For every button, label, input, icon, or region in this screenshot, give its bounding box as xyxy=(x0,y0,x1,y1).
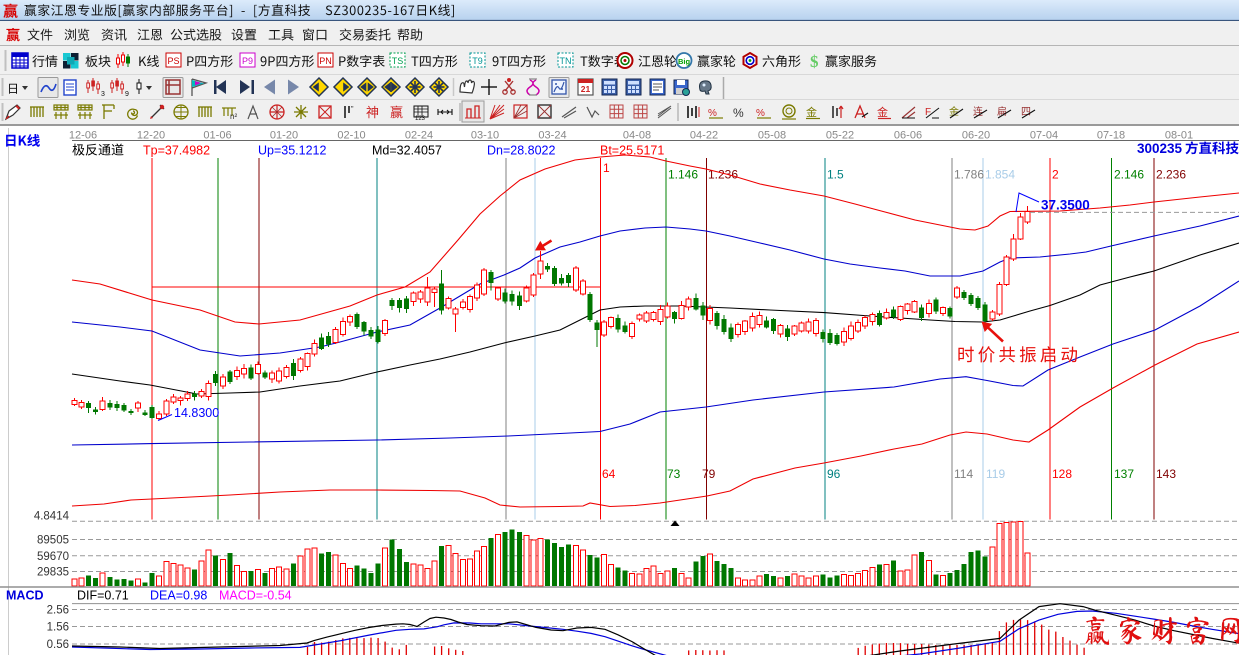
svg-text:1.56: 1.56 xyxy=(47,622,69,634)
svg-text:1.146: 1.146 xyxy=(668,168,698,182)
svg-text:神: 神 xyxy=(366,105,379,120)
svg-text:59670: 59670 xyxy=(37,551,69,563)
svg-text:TS: TS xyxy=(392,56,404,66)
svg-text:扁: 扁 xyxy=(997,105,1007,118)
svg-text:08-01: 08-01 xyxy=(1165,130,1193,142)
svg-text:12-20: 12-20 xyxy=(137,130,165,142)
svg-text:02-10: 02-10 xyxy=(337,130,365,142)
svg-text:Up=35.1212: Up=35.1212 xyxy=(258,144,327,158)
svg-text:PS: PS xyxy=(167,56,179,66)
svg-text:05-22: 05-22 xyxy=(826,130,854,142)
svg-text:DIF=0.71: DIF=0.71 xyxy=(77,589,129,603)
svg-text:14.8300: 14.8300 xyxy=(174,406,219,420)
svg-text:": " xyxy=(351,106,354,113)
svg-text:1.5: 1.5 xyxy=(827,168,844,182)
svg-text:2: 2 xyxy=(1052,168,1059,182)
svg-text:4.8414: 4.8414 xyxy=(34,511,70,523)
svg-text:TN: TN xyxy=(560,56,572,66)
svg-text:01-20: 01-20 xyxy=(270,130,298,142)
svg-text:1.236: 1.236 xyxy=(708,168,738,182)
svg-text:143: 143 xyxy=(1156,467,1176,481)
svg-text:114: 114 xyxy=(954,467,973,481)
svg-text:1.786: 1.786 xyxy=(954,168,984,182)
svg-text:73: 73 xyxy=(667,467,681,481)
svg-text:3: 3 xyxy=(101,91,105,98)
svg-text:96: 96 xyxy=(827,467,841,481)
svg-text:2.236: 2.236 xyxy=(1156,168,1186,182)
svg-text:赢: 赢 xyxy=(390,105,403,120)
svg-text:0.56: 0.56 xyxy=(47,639,69,651)
svg-text:06-06: 06-06 xyxy=(894,130,922,142)
svg-text:Md=32.4057: Md=32.4057 xyxy=(372,144,442,158)
svg-text:02-24: 02-24 xyxy=(405,130,433,142)
svg-text:MACD=-0.54: MACD=-0.54 xyxy=(219,589,292,603)
svg-text:9: 9 xyxy=(125,91,129,98)
svg-text:%: % xyxy=(733,106,744,120)
svg-text:T9: T9 xyxy=(472,56,483,66)
svg-text:21: 21 xyxy=(581,84,591,94)
svg-text:89505: 89505 xyxy=(37,535,69,547)
svg-text:300235: 300235 xyxy=(1137,141,1183,156)
svg-text:P9: P9 xyxy=(242,56,253,66)
svg-text:04-08: 04-08 xyxy=(623,130,651,142)
svg-text:29835: 29835 xyxy=(37,567,69,579)
svg-text:1.854: 1.854 xyxy=(985,168,1015,182)
svg-text:07-18: 07-18 xyxy=(1097,130,1125,142)
svg-text:2.146: 2.146 xyxy=(1114,168,1144,182)
svg-text:07-04: 07-04 xyxy=(1030,130,1058,142)
svg-text:119: 119 xyxy=(986,467,1005,481)
svg-text:%: % xyxy=(708,108,717,119)
svg-text:64: 64 xyxy=(602,467,616,481)
svg-text:PN: PN xyxy=(319,56,332,66)
svg-text:79: 79 xyxy=(702,467,716,481)
svg-text:连: 连 xyxy=(973,105,983,118)
svg-text:Bt=25.5171: Bt=25.5171 xyxy=(600,144,664,158)
svg-text:四: 四 xyxy=(1021,107,1031,118)
svg-text:06-20: 06-20 xyxy=(962,130,990,142)
svg-text:03-24: 03-24 xyxy=(538,130,566,142)
svg-text:Dn=28.8022: Dn=28.8022 xyxy=(487,144,556,158)
svg-text:Big: Big xyxy=(678,57,691,66)
svg-text:01-06: 01-06 xyxy=(203,130,231,142)
svg-text:金: 金 xyxy=(877,105,888,119)
svg-text:37.3500: 37.3500 xyxy=(1041,198,1090,213)
svg-text:123: 123 xyxy=(415,116,426,122)
svg-text:n²: n² xyxy=(230,112,237,121)
svg-text:MACD: MACD xyxy=(6,589,44,603)
svg-text:1: 1 xyxy=(603,161,610,175)
svg-text:%: % xyxy=(756,108,765,119)
svg-text:2.56: 2.56 xyxy=(47,605,69,617)
svg-text:Tp=37.4982: Tp=37.4982 xyxy=(143,144,210,158)
svg-text:04-22: 04-22 xyxy=(690,130,718,142)
svg-text:$: $ xyxy=(810,52,819,71)
svg-text:金: 金 xyxy=(806,105,817,119)
svg-text:03-10: 03-10 xyxy=(471,130,499,142)
svg-text:F: F xyxy=(925,107,931,118)
svg-text:DEA=0.98: DEA=0.98 xyxy=(150,589,207,603)
svg-text:12-06: 12-06 xyxy=(69,130,97,142)
svg-text:128: 128 xyxy=(1052,467,1072,481)
svg-text:137: 137 xyxy=(1114,467,1134,481)
svg-text:05-08: 05-08 xyxy=(758,130,786,142)
svg-text:金: 金 xyxy=(949,105,959,118)
